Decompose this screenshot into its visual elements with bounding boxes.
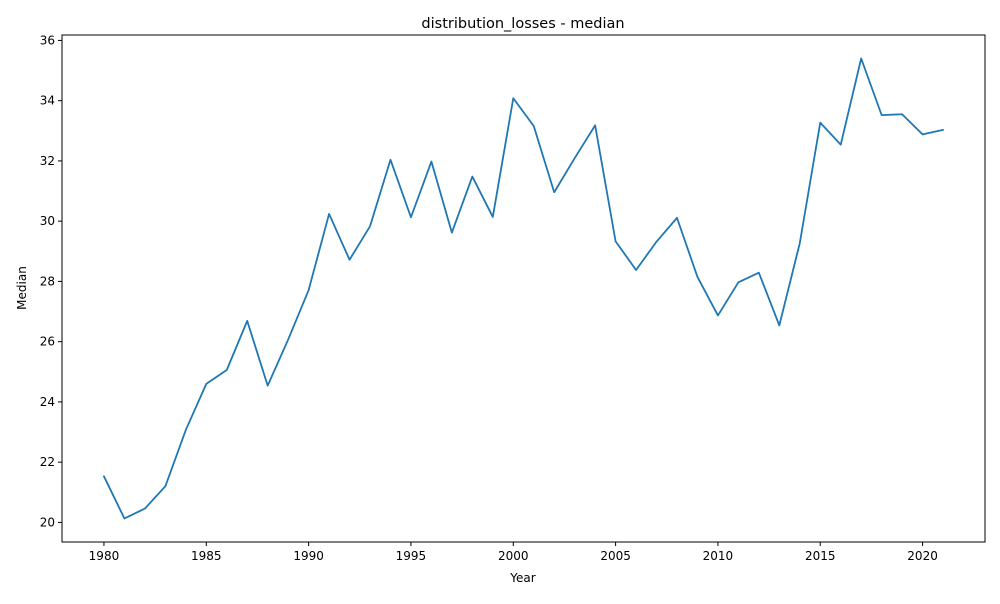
x-tick-label: 2000: [498, 549, 529, 563]
x-tick-label: 2020: [907, 549, 938, 563]
y-tick-label: 20: [40, 515, 55, 529]
y-tick-label: 26: [40, 335, 55, 349]
y-tick-label: 32: [40, 154, 55, 168]
y-axis-label: Median: [15, 266, 29, 310]
x-tick-label: 1980: [89, 549, 120, 563]
plot-area-frame: [61, 34, 986, 543]
x-tick-label: 1995: [396, 549, 427, 563]
y-tick-label: 34: [40, 94, 55, 108]
y-axis-ticks: 20 22 24 26 28 30 32 34 36: [40, 33, 62, 529]
x-tick-label: 2010: [703, 549, 734, 563]
x-tick-label: 2005: [600, 549, 631, 563]
series-line: [103, 57, 944, 520]
x-tick-label: 1985: [191, 549, 222, 563]
x-tick-label: 2015: [805, 549, 836, 563]
x-axis-ticks: 1980 1985 1990 1995 2000 2005 2010 2015 2020: [89, 542, 938, 563]
x-axis-label: Year: [509, 571, 535, 585]
y-tick-label: 24: [40, 395, 55, 409]
x-tick-label: 1990: [293, 549, 324, 563]
y-tick-label: 22: [40, 455, 55, 469]
y-tick-label: 28: [40, 274, 55, 288]
y-tick-label: 30: [40, 214, 55, 228]
chart-title: distribution_losses - median: [421, 16, 624, 32]
y-tick-label: 36: [40, 33, 55, 47]
